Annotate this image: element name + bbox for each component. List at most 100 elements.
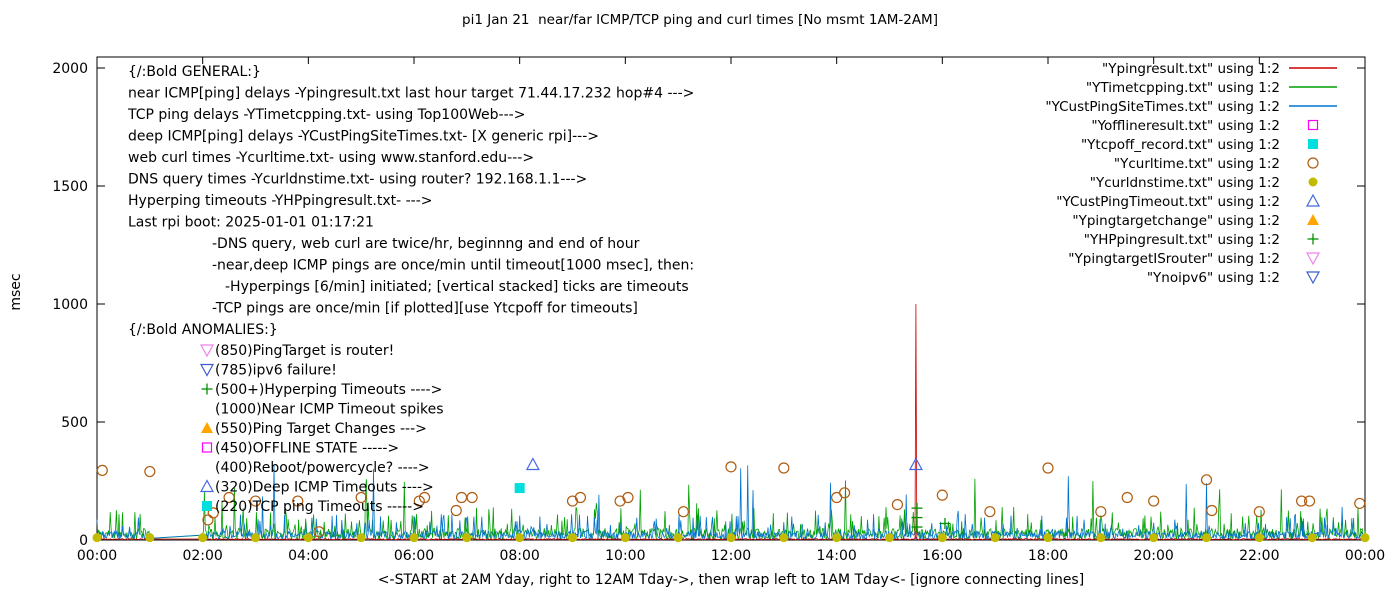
marker-circle-open — [574, 491, 587, 504]
marker-square-open — [201, 442, 213, 453]
marker-circle-open — [1095, 506, 1107, 518]
general-annotation-line: -DNS query, web curl are twice/hr, begin… — [212, 236, 640, 252]
legend-label: "Ycurldnstime.txt" using 1:2 — [1090, 175, 1280, 191]
marker-circle-filled — [832, 533, 842, 543]
marker-circle-open — [622, 491, 634, 504]
general-annotations: {/:Bold GENERAL:} near ICMP[ping] delays … — [127, 64, 694, 317]
series-points-YCustPingTimeout.txt — [525, 457, 923, 471]
marker-circle-open — [1200, 474, 1213, 486]
marker-triangle-up-open — [525, 457, 540, 471]
marker-circle-filled — [568, 533, 577, 543]
marker-circle-open — [1303, 495, 1316, 507]
anomalies-header: {/:Bold ANOMALIES:} — [128, 322, 278, 338]
marker-circle-open — [144, 465, 156, 478]
marker-circle-open — [1121, 491, 1133, 504]
x-tick-label: 06:00 — [394, 548, 434, 564]
anomaly-line: (1000)Near ICMP Timeout spikes — [215, 402, 444, 418]
marker-circle-open — [1354, 497, 1366, 510]
legend-label: "Ypingresult.txt" using 1:2 — [1102, 61, 1280, 77]
marker-triangle-down-open — [1305, 252, 1321, 266]
marker-circle-filled — [462, 533, 472, 543]
legend-label: "YCustPingTimeout.txt" using 1:2 — [1056, 194, 1280, 210]
legend-label: "Ynoipv6" using 1:2 — [1147, 270, 1280, 286]
general-annotation-line: DNS query times -Ycurldnstime.txt- using… — [128, 172, 587, 188]
marker-circle-filled — [1360, 533, 1370, 543]
x-tick-label: 00:00 — [77, 548, 117, 564]
general-annotation-line: Hyperping timeouts -YHPpingresult.txt- -… — [128, 193, 433, 209]
marker-circle-open — [1307, 157, 1319, 169]
marker-circle-open — [418, 491, 431, 504]
marker-triangle-up-filled — [1307, 214, 1319, 225]
legend-label: "YHPpingresult.txt" using 1:2 — [1084, 232, 1280, 248]
series-line-YCustPingSiteTimes.txt — [96, 464, 1366, 541]
marker-circle-filled — [92, 533, 102, 543]
marker-circle-filled — [1202, 533, 1211, 543]
marker-circle-filled — [779, 533, 789, 543]
anomaly-line: (550)Ping Target Changes ---> — [215, 421, 427, 437]
marker-circle-open — [355, 491, 367, 504]
series-points-YHPpingresult.txt — [911, 502, 951, 533]
general-annotation-line: Last rpi boot: 2025-01-01 01:17:21 — [128, 215, 374, 231]
y-axis-ticks: 0 500 1000 1500 2000 — [52, 61, 1365, 549]
marker-circle-filled — [620, 533, 630, 543]
x-tick-label: 02:00 — [182, 548, 222, 564]
general-annotation-line: -near,deep ICMP pings are once/min until… — [212, 258, 694, 274]
marker-circle-open — [202, 514, 214, 526]
marker-circle-filled — [990, 533, 1000, 543]
marker-circle-open — [1253, 506, 1265, 518]
y-tick-label: 1500 — [52, 179, 88, 195]
general-annotation-line: web curl times -Ycurltime.txt- using www… — [128, 150, 534, 166]
anomaly-line: (785)ipv6 failure! — [215, 363, 337, 379]
marker-circle-open — [1206, 504, 1218, 517]
general-annotation-line: near ICMP[ping] delays -Ypingresult.txt … — [128, 86, 694, 102]
marker-circle-filled — [1043, 533, 1053, 543]
marker-circle-open — [891, 499, 904, 511]
y-tick-label: 2000 — [52, 61, 88, 77]
marker-circle-open — [313, 526, 325, 538]
legend: "Ypingresult.txt" using 1:2 "YTimetcpping… — [1045, 61, 1337, 286]
legend-label: "Ypingtargetchange" using 1:2 — [1072, 213, 1280, 229]
x-tick-label: 18:00 — [1028, 548, 1068, 564]
marker-circle-filled — [1308, 177, 1318, 187]
marker-circle-filled — [251, 533, 260, 543]
anomaly-annotations: {/:Bold ANOMALIES:} (850)PingTarget is ro… — [128, 322, 444, 515]
marker-triangle-up-open — [199, 479, 215, 493]
marker-circle-open — [249, 495, 262, 507]
marker-square-filled — [514, 483, 525, 494]
series-line-YTimetcpping.txt — [96, 478, 1366, 542]
legend-label: "YCustPingSiteTimes.txt" using 1:2 — [1045, 99, 1280, 115]
marker-circle-filled — [409, 533, 419, 543]
legend-label: "Ytcpoff_record.txt" using 1:2 — [1081, 137, 1280, 153]
anomaly-line: (450)OFFLINE STATE -----> — [215, 441, 399, 457]
y-tick-label: 0 — [79, 533, 88, 549]
marker-circle-filled — [515, 533, 525, 543]
marker-square-filled — [1308, 139, 1318, 149]
marker-circle-open — [292, 495, 304, 507]
marker-circle-open — [936, 489, 948, 501]
anomaly-line: (850)PingTarget is router! — [215, 343, 394, 359]
marker-circle-filled — [198, 533, 208, 543]
y-tick-label: 500 — [61, 415, 88, 431]
x-axis-caption: <-START at 2AM Yday, right to 12AM Tday-… — [377, 572, 1085, 588]
marker-circle-filled — [303, 533, 313, 543]
marker-circle-open — [725, 461, 737, 473]
marker-circle-filled — [673, 533, 683, 543]
x-tick-label: 22:00 — [1239, 548, 1279, 564]
marker-circle-open — [207, 507, 219, 519]
marker-circle-open — [778, 462, 790, 474]
marker-circle-open — [96, 464, 108, 476]
anomaly-line: (500+)Hyperping Timeouts ----> — [215, 382, 442, 398]
x-tick-label: 08:00 — [499, 548, 539, 564]
marker-triangle-up-filled — [201, 422, 213, 433]
x-tick-label: 16:00 — [922, 548, 962, 564]
marker-circle-open — [838, 487, 851, 499]
marker-circle-filled — [937, 533, 947, 543]
legend-label: "YpingtargetISrouter" using 1:2 — [1068, 251, 1280, 267]
x-tick-label: 12:00 — [711, 548, 751, 564]
series-points-Ytcpoff_record.txt — [514, 483, 525, 494]
x-tick-label: 14:00 — [816, 548, 856, 564]
marker-circle-open — [1148, 495, 1160, 507]
legend-label: "YTimetcpping.txt" using 1:2 — [1086, 80, 1280, 96]
x-tick-label: 20:00 — [1133, 548, 1173, 564]
